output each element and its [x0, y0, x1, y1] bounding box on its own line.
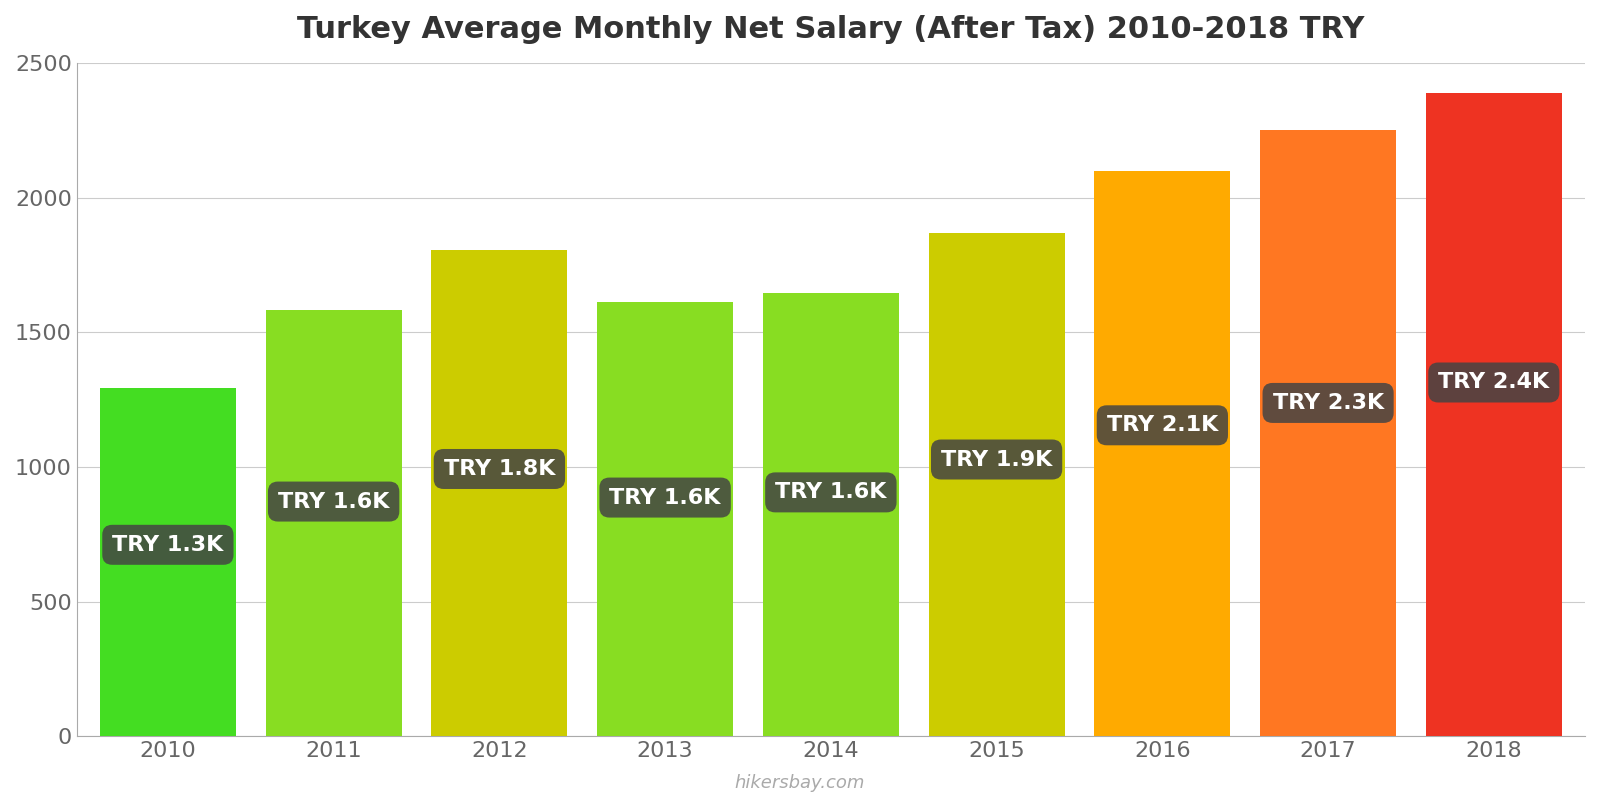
Text: hikersbay.com: hikersbay.com — [734, 774, 866, 792]
Text: TRY 1.6K: TRY 1.6K — [774, 482, 886, 502]
Text: TRY 2.3K: TRY 2.3K — [1272, 393, 1384, 413]
Bar — [928, 233, 1064, 736]
Bar — [266, 310, 402, 736]
Title: Turkey Average Monthly Net Salary (After Tax) 2010-2018 TRY: Turkey Average Monthly Net Salary (After… — [298, 15, 1365, 44]
Bar — [99, 388, 235, 736]
Bar — [597, 302, 733, 736]
Bar — [432, 250, 568, 736]
Bar — [1094, 171, 1230, 736]
Text: TRY 2.1K: TRY 2.1K — [1107, 415, 1218, 435]
Text: TRY 2.4K: TRY 2.4K — [1438, 373, 1549, 393]
Text: TRY 1.8K: TRY 1.8K — [443, 459, 555, 479]
Bar — [1261, 130, 1397, 736]
Bar — [763, 293, 899, 736]
Text: TRY 1.9K: TRY 1.9K — [941, 450, 1053, 470]
Text: TRY 1.6K: TRY 1.6K — [278, 491, 389, 511]
Text: TRY 1.3K: TRY 1.3K — [112, 535, 224, 555]
Text: TRY 1.6K: TRY 1.6K — [610, 487, 722, 507]
Bar — [1426, 93, 1562, 736]
